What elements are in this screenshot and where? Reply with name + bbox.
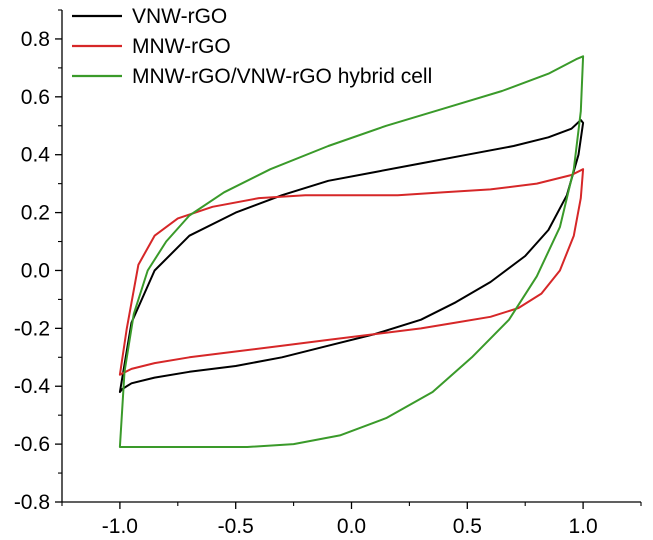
y-tick-label: 0.0 bbox=[21, 259, 50, 282]
axes: -0.8 -0.6 -0.4 -0.2 0.0 0.2 0.4 0.6 0.8 -1.0 -0.5 0… bbox=[14, 9, 642, 538]
series-line-1 bbox=[118, 168, 585, 376]
legend-label: MNW-rGO/VNW-rGO hybrid cell bbox=[132, 65, 432, 88]
y-tick-label: 0.6 bbox=[21, 86, 50, 109]
y-tick-label: -0.2 bbox=[14, 317, 50, 340]
y-tick-label: -0.8 bbox=[14, 491, 50, 514]
y-tick-label: 0.2 bbox=[21, 202, 50, 225]
plot-area bbox=[118, 55, 585, 448]
x-tick-label: 1.0 bbox=[568, 515, 597, 538]
legend-label: VNW-rGO bbox=[132, 5, 227, 28]
x-tick-label: -0.5 bbox=[218, 515, 254, 538]
x-tick-label: 0.0 bbox=[337, 515, 366, 538]
y-tick-label: 0.8 bbox=[21, 28, 50, 51]
y-tick-label: -0.6 bbox=[14, 433, 50, 456]
y-tick-label: -0.4 bbox=[14, 375, 51, 398]
series-line-2 bbox=[118, 55, 585, 448]
x-tick-label: -1.0 bbox=[102, 515, 138, 538]
legend: VNW-rGO MNW-rGO MNW-rGO/VNW-rGO hybrid cel… bbox=[72, 5, 432, 88]
series-line-0 bbox=[118, 119, 585, 393]
x-tick-label: 0.5 bbox=[453, 515, 482, 538]
legend-label: MNW-rGO bbox=[132, 35, 231, 58]
y-tick-label: 0.4 bbox=[21, 144, 51, 167]
